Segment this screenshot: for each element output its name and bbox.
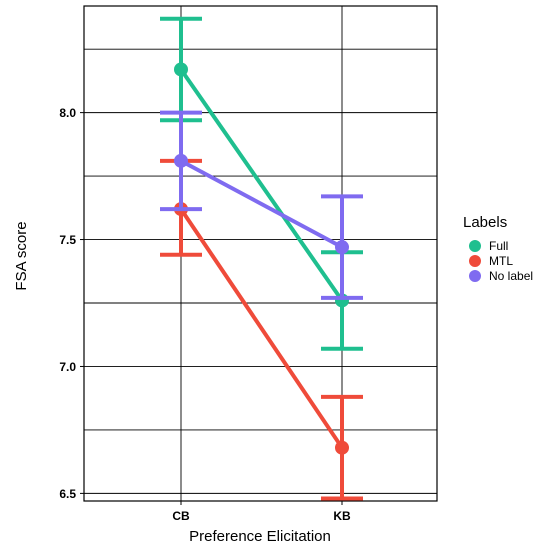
y-tick-label: 7.0 [59,360,76,374]
x-tick-label: KB [333,509,351,523]
x-ticks: CB KB [172,501,351,523]
data-point [174,62,188,77]
y-ticks: 6.5 7.0 7.5 8.0 [59,106,84,501]
legend-label: Full [489,239,508,253]
legend-title: Labels [463,214,507,231]
series-mtl [160,158,363,501]
y-axis-label: FSA score [13,221,30,290]
panel-border [83,5,438,502]
legend-label: MTL [489,254,513,268]
data-point [335,440,349,455]
y-tick-label: 7.5 [59,233,76,247]
legend-swatch [469,240,481,252]
data-point [174,153,188,168]
x-axis-label: Preference Elicitation [189,528,331,545]
series-line [180,159,343,249]
series-line [179,207,344,449]
series-layer [160,16,363,501]
series-line [179,68,344,302]
y-tick-label: 6.5 [59,487,76,501]
legend-swatch [469,270,481,282]
y-tick-label: 8.0 [59,106,76,120]
series-no-label [160,110,363,300]
legend-label: No label [489,269,533,283]
data-point [335,240,349,255]
legend-swatch [469,255,481,267]
grid [84,6,437,501]
x-tick-label: CB [172,509,190,523]
